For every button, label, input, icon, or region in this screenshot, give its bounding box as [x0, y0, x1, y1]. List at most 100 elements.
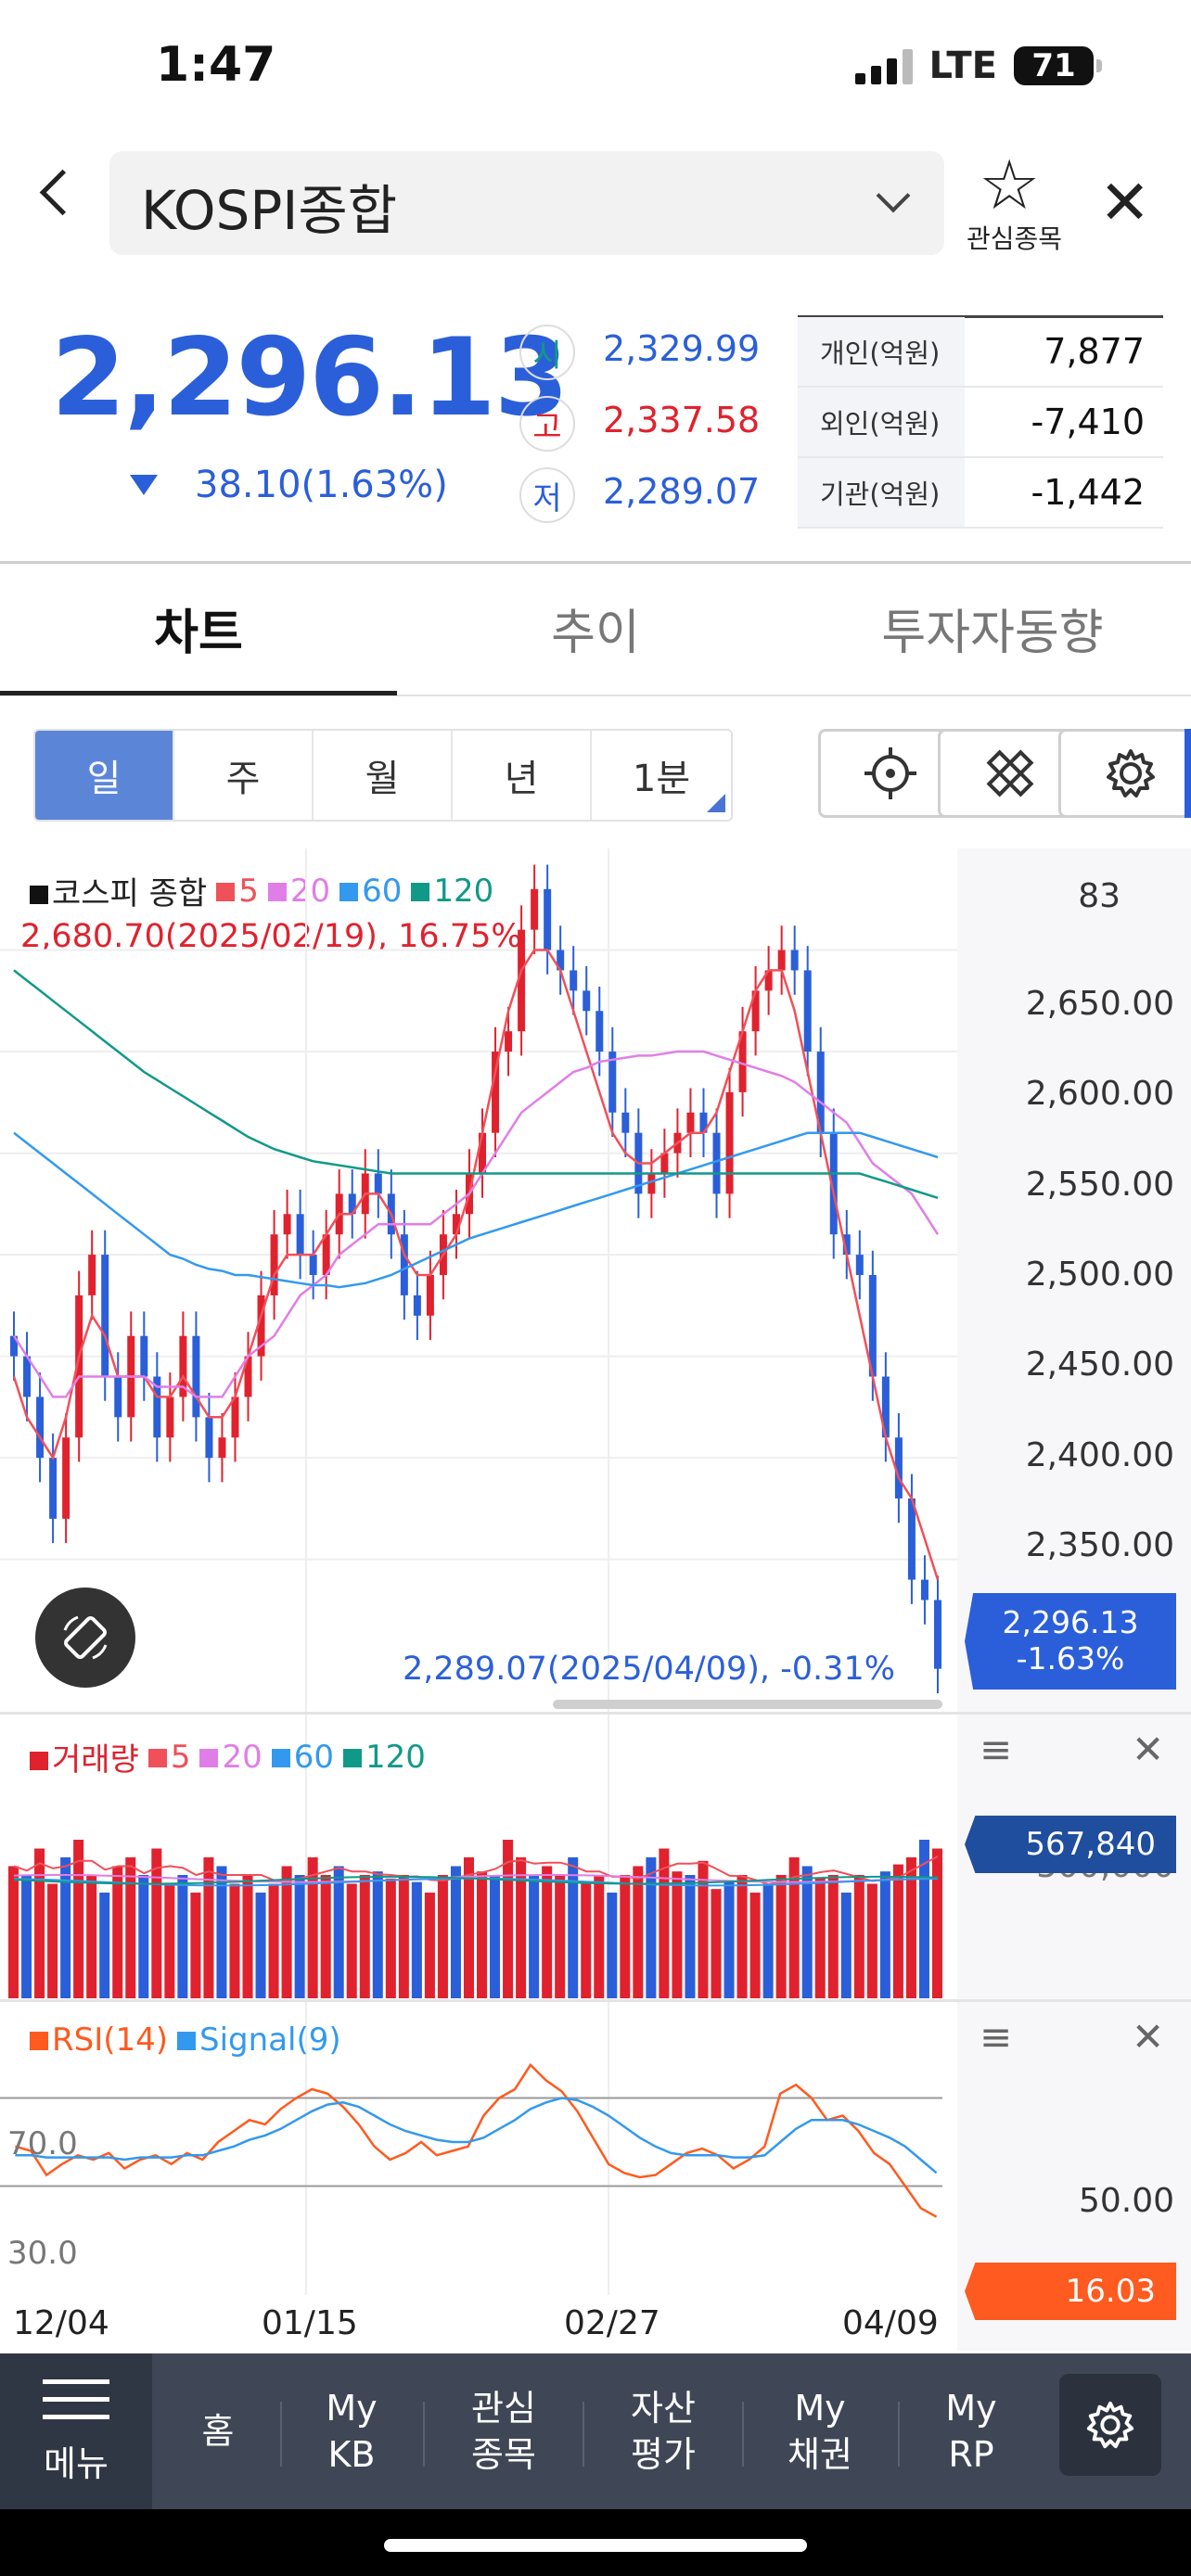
- volume-legend: 거래량 5 20 60 120: [30, 1734, 426, 1779]
- legend-ma5: 5: [216, 873, 259, 910]
- hamburger-icon[interactable]: ≡: [980, 2014, 1013, 2060]
- tab-chart[interactable]: 차트: [154, 606, 243, 661]
- candle-body: [790, 950, 799, 971]
- chart-settings-button[interactable]: [1058, 729, 1191, 818]
- period-year[interactable]: 년: [453, 731, 592, 820]
- candle-body: [570, 970, 578, 991]
- candle-body: [855, 1255, 864, 1275]
- candle-body: [49, 1458, 58, 1519]
- investor-table-border: [798, 315, 1163, 318]
- rotate-icon: [63, 1615, 108, 1660]
- tab-divider: [0, 695, 1191, 696]
- candle-body: [764, 970, 773, 991]
- volume-bar: [711, 1889, 722, 1998]
- investor-row: 외인(억원) -7,410: [798, 388, 1163, 458]
- candle-body: [505, 1031, 513, 1052]
- candle-body: [283, 1214, 291, 1235]
- volume-bar: [892, 1864, 903, 1998]
- period-low-note: 2,289.07(2025/04/09), -0.31%: [403, 1651, 895, 1688]
- high-value: 2,337.58: [603, 400, 761, 440]
- investor-row: 개인(억원) 7,877: [798, 317, 1163, 388]
- panel-divider: [0, 1999, 1191, 2002]
- stock-title[interactable]: KOSPI종합: [141, 179, 398, 242]
- volume-bar: [659, 1848, 670, 1998]
- more-tools-edge[interactable]: [1185, 729, 1191, 818]
- nav-my-bond[interactable]: My 채권: [788, 2388, 852, 2475]
- volume-bar: [424, 1893, 435, 1998]
- period-minute[interactable]: 1분: [592, 731, 731, 820]
- volume-bar: [47, 1883, 58, 1998]
- investor-value: -7,410: [1031, 402, 1146, 442]
- gear-icon: [1107, 749, 1155, 797]
- dropdown-corner-icon: [707, 794, 725, 812]
- tab-trend[interactable]: 추이: [551, 606, 640, 661]
- legend-rsi: RSI(14): [30, 2021, 168, 2059]
- volume-bar: [333, 1866, 344, 1998]
- chart-scrollbar[interactable]: [553, 1700, 942, 1709]
- nav-asset-eval[interactable]: 자산 평가: [631, 2388, 696, 2475]
- status-indicators: LTE 71: [854, 45, 1102, 87]
- down-arrow-icon: [130, 475, 158, 495]
- hamburger-icon[interactable]: ≡: [980, 1727, 1013, 1772]
- close-panel-icon[interactable]: ✕: [1132, 1727, 1165, 1772]
- y-label: 2,450.00: [1025, 1345, 1174, 1384]
- rotate-screen-button[interactable]: [35, 1588, 135, 1688]
- chart-canvas[interactable]: [0, 848, 957, 2295]
- volume-bar: [477, 1871, 488, 1998]
- candle-body: [400, 1234, 408, 1295]
- volume-bar: [359, 1875, 370, 1998]
- candle-body: [777, 950, 786, 971]
- candle-body: [75, 1294, 83, 1438]
- candle-body: [531, 888, 539, 930]
- period-month[interactable]: 월: [314, 731, 453, 820]
- home-indicator[interactable]: [384, 2539, 807, 2552]
- nav-my-kb[interactable]: My KB: [326, 2388, 378, 2475]
- investor-label: 외인(억원): [798, 388, 965, 456]
- candle-body: [647, 1173, 656, 1194]
- candle-body: [933, 1600, 941, 1669]
- nav-home[interactable]: 홈: [201, 2411, 235, 2452]
- volume-bar: [203, 1857, 214, 1998]
- period-day[interactable]: 일: [35, 731, 174, 820]
- candle-body: [374, 1173, 382, 1194]
- nav-settings-button[interactable]: [1059, 2374, 1161, 2476]
- volume-bar: [581, 1883, 592, 1998]
- volume-bar: [633, 1866, 644, 1998]
- nav-divider: [583, 2402, 584, 2467]
- candle-body: [712, 1132, 721, 1194]
- volume-bar: [775, 1875, 787, 1998]
- candle-body: [153, 1376, 161, 1438]
- star-icon[interactable]: ☆: [979, 146, 1041, 225]
- tab-investor[interactable]: 투자자동향: [881, 606, 1104, 661]
- bottom-nav: [0, 2353, 1191, 2509]
- close-panel-icon[interactable]: ✕: [1132, 2014, 1165, 2060]
- y-label: 2,400.00: [1025, 1436, 1174, 1474]
- volume-bar: [840, 1893, 852, 1998]
- candle-body: [296, 1214, 304, 1256]
- stock-selector[interactable]: [109, 151, 944, 255]
- favorite-label[interactable]: 관심종목: [967, 223, 1063, 254]
- volume-bar: [73, 1840, 84, 1998]
- period-week[interactable]: 주: [174, 731, 314, 820]
- investor-label: 개인(억원): [798, 317, 965, 386]
- volume-bar: [801, 1866, 813, 1998]
- status-time: 1:47: [156, 37, 276, 93]
- nav-favorites[interactable]: 관심 종목: [471, 2388, 536, 2475]
- back-icon[interactable]: [39, 169, 86, 216]
- nav-my-rp[interactable]: My RP: [945, 2388, 997, 2475]
- legend-vol-ma60: 60: [271, 1739, 334, 1776]
- candle-body: [557, 950, 565, 971]
- candle-body: [894, 1437, 903, 1498]
- candle-body: [608, 1052, 617, 1113]
- candle-body: [192, 1335, 200, 1418]
- candle-body: [881, 1376, 890, 1438]
- close-icon[interactable]: ✕: [1099, 167, 1151, 238]
- candle-body: [920, 1579, 928, 1600]
- candle-body: [270, 1234, 278, 1295]
- volume-bar: [21, 1875, 32, 1998]
- volume-bar: [724, 1881, 735, 1998]
- candle-body: [140, 1335, 148, 1377]
- rsi-level-70: 70.0: [7, 2125, 78, 2162]
- rsi-y-label: 50.00: [1078, 2182, 1174, 2220]
- volume-bar: [905, 1857, 916, 1998]
